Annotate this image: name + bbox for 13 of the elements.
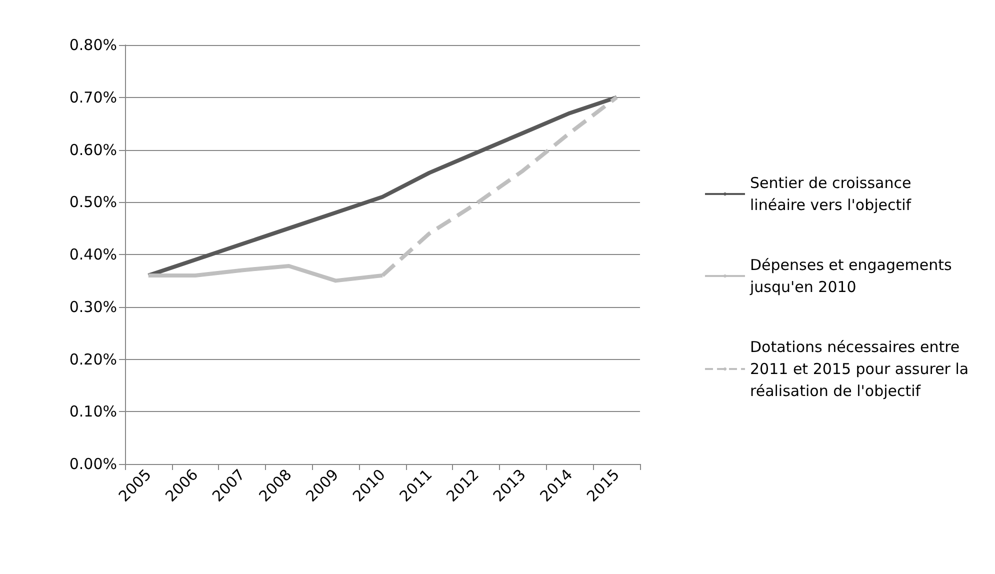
- y-tick-label: 0.50%: [69, 193, 117, 212]
- legend-label: Dépenses et engagements jusqu'en 2010: [749, 256, 957, 296]
- y-tick-label: 0.70%: [69, 88, 117, 106]
- y-tick-label: 0.30%: [69, 298, 117, 316]
- y-tick-label: 0.80%: [69, 36, 117, 54]
- legend-label: Sentier de croissance linéaire vers l'objectif: [750, 174, 916, 214]
- line-series: [146, 95, 619, 278]
- y-tick-label: 0.00%: [69, 455, 117, 473]
- y-tick-label: 0.10%: [69, 402, 117, 421]
- y-tick-label: 0.20%: [69, 350, 117, 368]
- legend-label: Dotations nécessaires entre 2011 et 2015 pour assurer la réalisation de l'objectif: [750, 338, 974, 400]
- y-tick-label: 0.40%: [69, 246, 117, 264]
- y-tick-label: 0.60%: [69, 140, 117, 159]
